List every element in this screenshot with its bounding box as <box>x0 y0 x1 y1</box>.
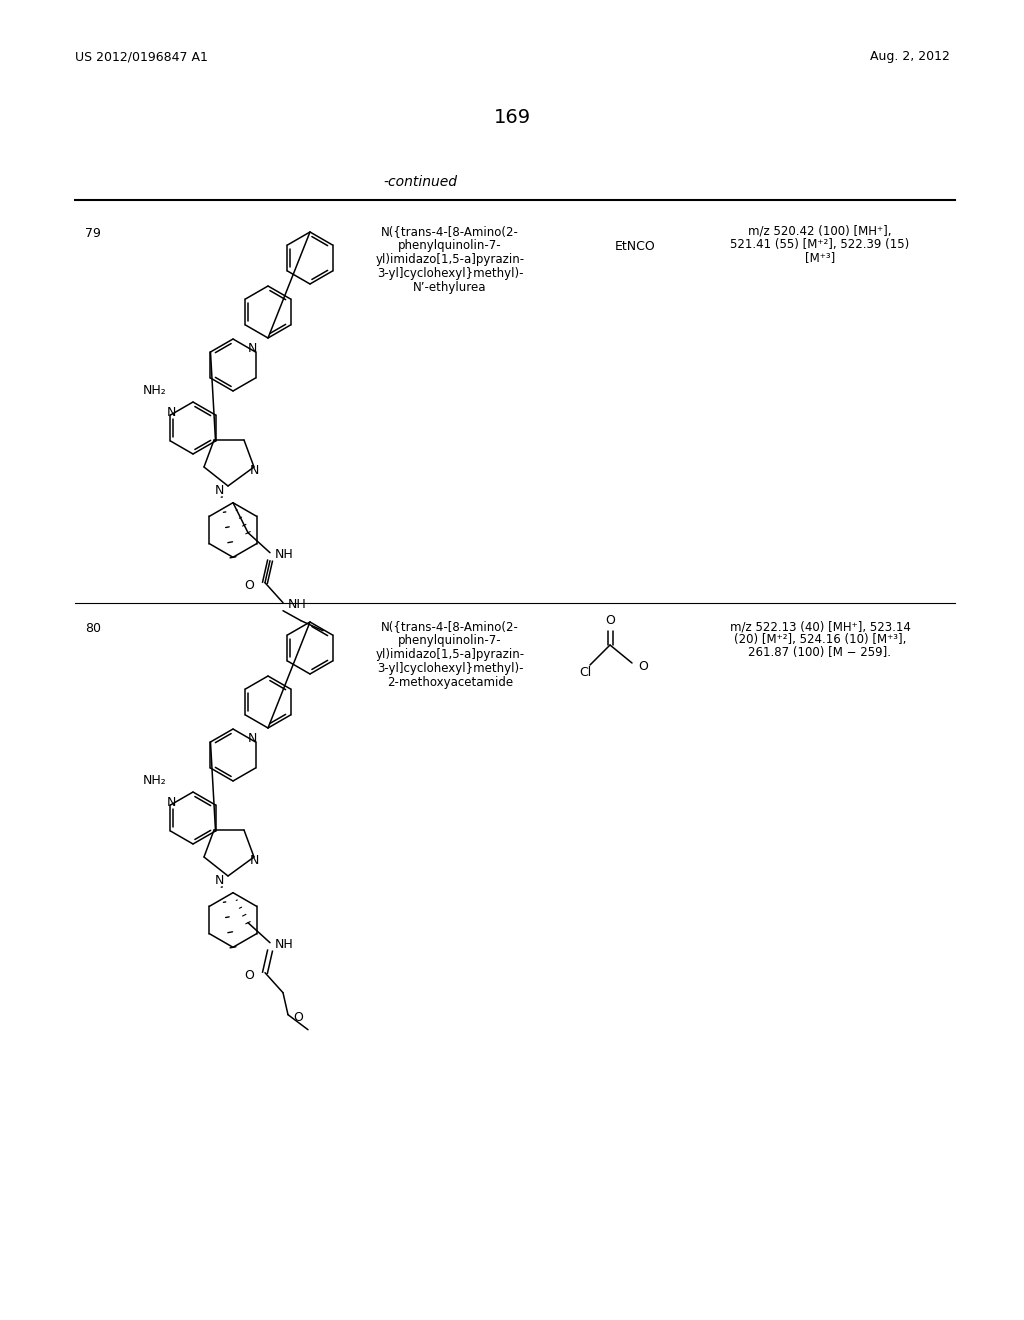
Text: 261.87 (100) [M − 259].: 261.87 (100) [M − 259]. <box>749 645 892 659</box>
Text: N: N <box>214 874 223 887</box>
Text: NH: NH <box>275 548 294 561</box>
Text: O: O <box>605 615 615 627</box>
Text: NH₂: NH₂ <box>143 384 167 396</box>
Text: m/z 520.42 (100) [MH⁺],: m/z 520.42 (100) [MH⁺], <box>749 224 892 238</box>
Text: 80: 80 <box>85 622 101 635</box>
Text: O: O <box>293 1011 303 1024</box>
Text: 79: 79 <box>85 227 101 240</box>
Text: N: N <box>166 796 176 808</box>
Text: US 2012/0196847 A1: US 2012/0196847 A1 <box>75 50 208 63</box>
Text: N: N <box>249 854 259 866</box>
Text: O: O <box>244 969 254 982</box>
Text: yl)imidazo[1,5-a]pyrazin-: yl)imidazo[1,5-a]pyrazin- <box>376 648 524 661</box>
Text: 3-yl]cyclohexyl}methyl)-: 3-yl]cyclohexyl}methyl)- <box>377 663 523 675</box>
Text: m/z 522.13 (40) [MH⁺], 523.14: m/z 522.13 (40) [MH⁺], 523.14 <box>729 620 910 634</box>
Text: O: O <box>638 660 648 672</box>
Text: O: O <box>244 579 254 593</box>
Text: Cl: Cl <box>579 667 591 680</box>
Text: N({trans-4-[8-Amino(2-: N({trans-4-[8-Amino(2- <box>381 620 519 634</box>
Text: 169: 169 <box>494 108 530 127</box>
Text: N({trans-4-[8-Amino(2-: N({trans-4-[8-Amino(2- <box>381 224 519 238</box>
Text: NH: NH <box>275 939 294 952</box>
Text: 521.41 (55) [M⁺²], 522.39 (15): 521.41 (55) [M⁺²], 522.39 (15) <box>730 238 909 251</box>
Text: N: N <box>166 405 176 418</box>
Text: N: N <box>248 733 257 746</box>
Text: phenylquinolin-7-: phenylquinolin-7- <box>398 239 502 252</box>
Text: 3-yl]cyclohexyl}methyl)-: 3-yl]cyclohexyl}methyl)- <box>377 267 523 280</box>
Text: NH: NH <box>288 598 307 611</box>
Text: -continued: -continued <box>383 176 457 189</box>
Text: [M⁺³]: [M⁺³] <box>805 251 836 264</box>
Text: N: N <box>248 342 257 355</box>
Text: phenylquinolin-7-: phenylquinolin-7- <box>398 634 502 647</box>
Text: N: N <box>249 463 259 477</box>
Text: N: N <box>214 483 223 496</box>
Text: Aug. 2, 2012: Aug. 2, 2012 <box>870 50 950 63</box>
Text: (20) [M⁺²], 524.16 (10) [M⁺³],: (20) [M⁺²], 524.16 (10) [M⁺³], <box>734 634 906 645</box>
Text: 2-methoxyacetamide: 2-methoxyacetamide <box>387 676 513 689</box>
Text: EtNCO: EtNCO <box>614 240 655 253</box>
Text: N’-ethylurea: N’-ethylurea <box>414 281 486 294</box>
Text: yl)imidazo[1,5-a]pyrazin-: yl)imidazo[1,5-a]pyrazin- <box>376 253 524 267</box>
Text: NH₂: NH₂ <box>143 774 167 787</box>
